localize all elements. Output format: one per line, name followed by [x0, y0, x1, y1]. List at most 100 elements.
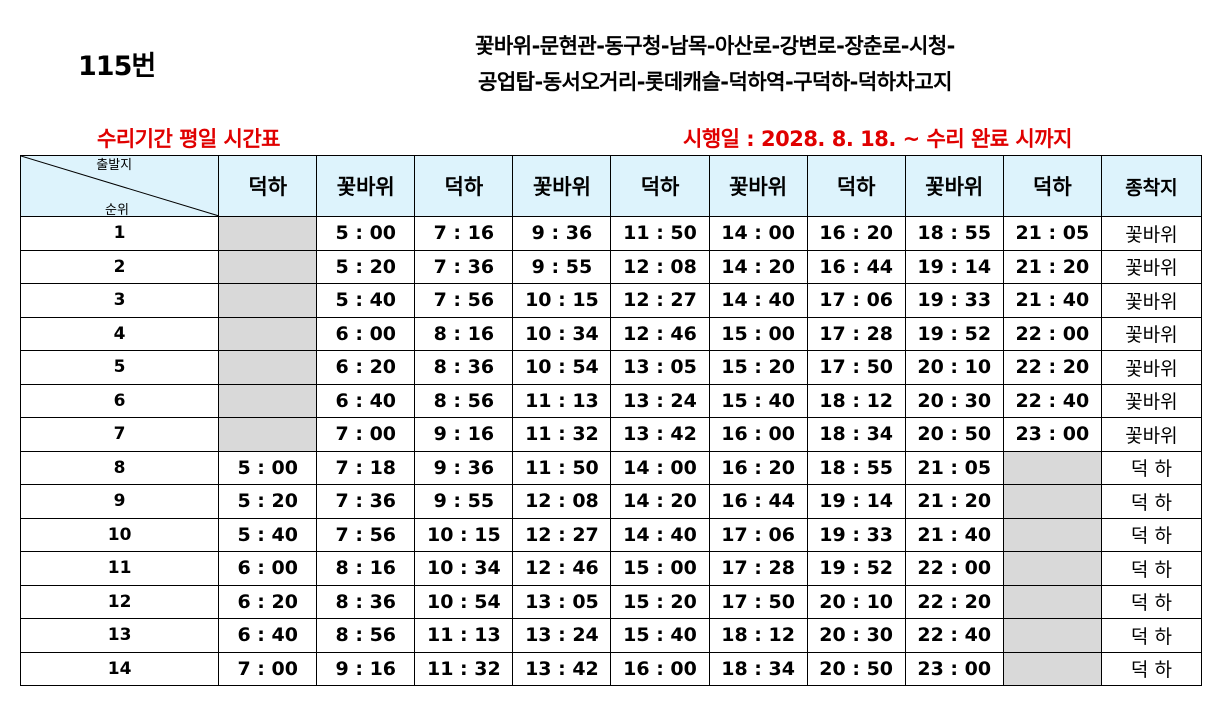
- column-header: 덕하: [806, 155, 906, 217]
- time-cell: 8 : 16: [414, 316, 514, 351]
- route-stops-line-1: 꽃바위-문현관-동구청-남목-아산로-강변로-장춘로-시청-: [475, 34, 955, 58]
- time-cell: 12 : 46: [610, 316, 710, 351]
- time-cell: 12 : 27: [512, 517, 612, 552]
- destination-cell: 덕 하: [1100, 651, 1203, 686]
- column-header: 꽃바위: [708, 155, 808, 217]
- time-cell: 14 : 40: [610, 517, 710, 552]
- destination-cell: 덕 하: [1100, 584, 1203, 619]
- column-header: 덕하: [1002, 155, 1102, 217]
- time-cell: 22 : 20: [1002, 350, 1102, 385]
- time-cell: 13 : 42: [512, 651, 612, 686]
- time-cell: 22 : 00: [1002, 316, 1102, 351]
- empty-cell: [218, 350, 318, 385]
- time-cell: 5 : 40: [218, 517, 318, 552]
- time-cell: 7 : 00: [218, 651, 318, 686]
- time-cell: 16 : 44: [806, 249, 906, 284]
- table-row: 7 7 : 00 9 : 16 11 : 32 13 : 42 16 : 00 18 : 3…: [19, 417, 1203, 452]
- empty-cell: [1002, 517, 1102, 552]
- time-cell: 14 : 00: [708, 216, 808, 251]
- empty-cell: [1002, 551, 1102, 586]
- sequence-cell: 9: [19, 484, 220, 519]
- time-cell: 17 : 28: [708, 551, 808, 586]
- time-cell: 8 : 16: [316, 551, 416, 586]
- empty-cell: [1002, 484, 1102, 519]
- time-cell: 14 : 20: [708, 249, 808, 284]
- time-cell: 17 : 50: [708, 584, 808, 619]
- time-cell: 7 : 00: [316, 417, 416, 452]
- destination-cell: 꽃바위: [1100, 283, 1203, 318]
- header-row: 출발지 순위 덕하 꽃바위 덕하 꽃바위 덕하 꽃바위 덕하 꽃바위 덕하 종착…: [19, 155, 1203, 217]
- sequence-cell: 5: [19, 350, 220, 385]
- sequence-cell: 13: [19, 618, 220, 653]
- destination-header: 종착지: [1100, 155, 1203, 217]
- time-cell: 20 : 10: [806, 584, 906, 619]
- empty-cell: [1002, 618, 1102, 653]
- destination-cell: 덕 하: [1100, 517, 1203, 552]
- table-row: 13 6 : 40 8 : 56 11 : 13 13 : 24 15 : 40 18 : …: [19, 618, 1203, 653]
- time-cell: 5 : 00: [316, 216, 416, 251]
- schedule-title: 수리기간 평일 시간표: [97, 127, 281, 151]
- time-cell: 19 : 52: [806, 551, 906, 586]
- time-cell: 10 : 34: [512, 316, 612, 351]
- sequence-cell: 11: [19, 551, 220, 586]
- destination-cell: 덕 하: [1100, 618, 1203, 653]
- time-cell: 16 : 20: [806, 216, 906, 251]
- empty-cell: [218, 383, 318, 418]
- empty-cell: [218, 316, 318, 351]
- empty-cell: [1002, 584, 1102, 619]
- time-cell: 23 : 00: [904, 651, 1004, 686]
- time-cell: 6 : 40: [316, 383, 416, 418]
- time-cell: 5 : 20: [218, 484, 318, 519]
- destination-cell: 덕 하: [1100, 450, 1203, 485]
- destination-cell: 꽃바위: [1100, 249, 1203, 284]
- destination-cell: 꽃바위: [1100, 316, 1203, 351]
- time-cell: 9 : 36: [512, 216, 612, 251]
- sequence-cell: 14: [19, 651, 220, 686]
- time-cell: 6 : 40: [218, 618, 318, 653]
- sequence-cell: 12: [19, 584, 220, 619]
- destination-cell: 꽃바위: [1100, 417, 1203, 452]
- table-row: 1 5 : 00 7 : 16 9 : 36 11 : 50 14 : 00 16 : 20…: [19, 216, 1203, 251]
- time-cell: 21 : 05: [904, 450, 1004, 485]
- table-row: 14 7 : 00 9 : 16 11 : 32 13 : 42 16 : 00 18 : …: [19, 651, 1203, 686]
- departure-label: 출발지: [96, 158, 133, 173]
- column-header: 덕하: [218, 155, 318, 217]
- time-cell: 7 : 56: [414, 283, 514, 318]
- time-cell: 17 : 50: [806, 350, 906, 385]
- sequence-cell: 2: [19, 249, 220, 284]
- time-cell: 5 : 00: [218, 450, 318, 485]
- destination-cell: 꽃바위: [1100, 383, 1203, 418]
- table-row: 12 6 : 20 8 : 36 10 : 54 13 : 05 15 : 20 17 : …: [19, 584, 1203, 619]
- time-cell: 22 : 40: [904, 618, 1004, 653]
- destination-cell: 덕 하: [1100, 484, 1203, 519]
- time-cell: 9 : 36: [414, 450, 514, 485]
- time-cell: 15 : 00: [610, 551, 710, 586]
- table-row: 3 5 : 40 7 : 56 10 : 15 12 : 27 14 : 40 17 : 0…: [19, 283, 1203, 318]
- sequence-cell: 10: [19, 517, 220, 552]
- effective-date: 시행일 : 2028. 8. 18. ~ 수리 완료 시까지: [683, 127, 1072, 151]
- time-cell: 18 : 34: [708, 651, 808, 686]
- time-cell: 12 : 46: [512, 551, 612, 586]
- time-cell: 14 : 00: [610, 450, 710, 485]
- column-header: 덕하: [610, 155, 710, 217]
- time-cell: 16 : 00: [708, 417, 808, 452]
- time-cell: 18 : 12: [806, 383, 906, 418]
- time-cell: 10 : 54: [512, 350, 612, 385]
- time-cell: 15 : 00: [708, 316, 808, 351]
- time-cell: 13 : 05: [512, 584, 612, 619]
- table-row: 6 6 : 40 8 : 56 11 : 13 13 : 24 15 : 40 18 : 1…: [19, 383, 1203, 418]
- time-cell: 8 : 36: [414, 350, 514, 385]
- time-cell: 17 : 06: [708, 517, 808, 552]
- time-cell: 10 : 34: [414, 551, 514, 586]
- time-cell: 8 : 56: [414, 383, 514, 418]
- sequence-label: 순위: [105, 203, 129, 217]
- time-cell: 20 : 10: [904, 350, 1004, 385]
- time-cell: 6 : 20: [316, 350, 416, 385]
- time-cell: 12 : 08: [610, 249, 710, 284]
- time-cell: 18 : 12: [708, 618, 808, 653]
- time-cell: 19 : 52: [904, 316, 1004, 351]
- time-cell: 13 : 42: [610, 417, 710, 452]
- time-cell: 21 : 20: [904, 484, 1004, 519]
- time-cell: 22 : 00: [904, 551, 1004, 586]
